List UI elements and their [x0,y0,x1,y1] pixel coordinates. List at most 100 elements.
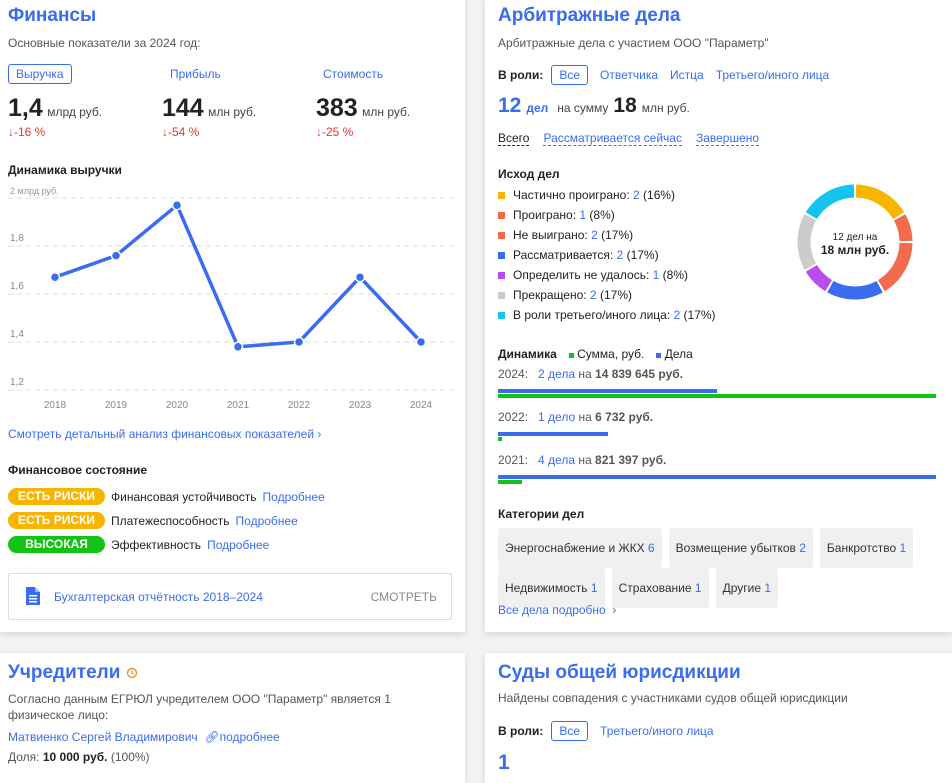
outcome-count[interactable]: 2 [589,288,597,302]
role-all[interactable]: Все [551,65,589,85]
data-point-2024[interactable] [415,336,427,348]
tab-revenue[interactable]: Выручка [8,64,72,84]
donut-segment[interactable] [797,214,817,270]
report-label[interactable]: Бухгалтерская отчётность 2018–2024 [54,590,263,604]
outcome-title: Исход дел [498,167,560,181]
outcome-label: Рассматривается: [513,248,614,262]
data-point-2022[interactable] [293,336,305,348]
dynamics-sum: 6 732 руб. [595,410,654,424]
outcome-legend: Частично проиграно: 2 (16%) Проиграно: 1 … [498,185,716,325]
outcome-count[interactable]: 1 [652,268,660,282]
dynamics-row: 2021: 4 дела на 821 397 руб. [498,453,936,493]
category-count: 1 [694,581,702,595]
category-chip[interactable]: Энергоснабжение и ЖКХ 6 [498,528,662,568]
outcome-text: Определить не удалось: 1 (8%) [513,268,688,282]
category-chip[interactable]: Возмещение убытков 2 [668,528,813,568]
dynamics-cases-link[interactable]: 4 дела [538,453,576,467]
sum-bar [498,480,523,484]
outcome-label: Не выиграно: [513,228,588,242]
outcome-label: Проиграно: [513,208,577,222]
category-label: Банкротство [826,541,897,555]
data-point-2021[interactable] [232,341,244,353]
donut-segment[interactable] [827,280,883,300]
category-chip[interactable]: Недвижимость 1 [498,568,605,608]
outcome-count[interactable]: 2 [633,188,640,202]
finance-subtitle: Основные показатели за 2024 год: [8,36,201,50]
outcome-count[interactable]: 2 [673,308,681,322]
outcome-pct: (8%) [662,268,689,282]
courts-count: 1 [498,751,510,774]
history-clock-icon[interactable] [126,667,138,679]
filter-pending[interactable]: Рассматривается сейчас [543,131,682,146]
sum-value: 18 [613,94,637,117]
y-tick-label: 1,4 [10,329,24,340]
donut-segment[interactable] [893,214,913,242]
detail-analysis-link[interactable]: Смотреть детальный анализ финансовых пок… [8,427,321,441]
role-plaintiff[interactable]: Истца [670,68,704,82]
metric-unit: млн руб. [362,105,411,119]
filter-all[interactable]: Всего [498,131,530,146]
outcome-pct: (17%) [601,228,634,242]
cases-unit: дел [526,101,549,115]
data-point-2019[interactable] [110,250,122,261]
role-defendant[interactable]: Ответчика [600,68,659,82]
high-badge: ВЫСОКАЯ [8,536,105,553]
sum-bar [498,394,936,398]
outcome-pct: (17%) [626,248,659,262]
dynamics-row: 2022: 1 дело на 6 732 руб. [498,410,936,450]
legend-sum-label: Сумма, руб. [577,347,645,361]
dynamics-sum: 14 839 645 руб. [595,367,683,381]
data-point-2023[interactable] [354,271,366,283]
state-more-link[interactable]: Подробнее [207,537,270,552]
outcome-text: Частично проиграно: 2 (16%) [513,188,675,202]
outcome-label: Прекращено: [513,288,587,302]
donut-segment[interactable] [877,242,913,292]
tab-value[interactable]: Стоимость [323,67,384,81]
category-label: Страхование [618,581,692,595]
data-point-2018[interactable] [49,271,61,283]
chevron-right-icon: › [317,427,322,441]
arbitration-card: Арбитражные дела Арбитражные дела с учас… [485,0,952,632]
outcome-label: Определить не удалось: [513,268,650,282]
all-cases-link[interactable]: Все дела подробно › [498,603,616,617]
outcome-count[interactable]: 2 [616,248,624,262]
founder-row: Матвиенко Сергей Владимирович 🔗︎подробне… [8,730,280,744]
donut-segment[interactable] [805,184,855,220]
role-third-party[interactable]: Третьего/иного лица [715,68,830,82]
outcome-count[interactable]: 2 [591,228,598,242]
state-row: ЕСТЬ РИСКИ Финансовая устойчивость Подробн… [8,488,325,505]
cases-bar [498,432,608,436]
accounting-report-button[interactable]: Бухгалтерская отчётность 2018–2024 СМОТР… [8,573,452,620]
outcome-count[interactable]: 1 [579,208,587,222]
tab-profit[interactable]: Прибыль [170,67,221,81]
state-more-link[interactable]: Подробнее [235,513,298,528]
dynamics-year: 2022: [498,410,529,424]
outcome-item: Проиграно: 1 (8%) [498,205,716,225]
category-chip[interactable]: Страхование 1 [611,568,709,608]
dynamics-cases-link[interactable]: 1 дело [538,410,576,424]
filter-finished[interactable]: Завершено [695,131,760,146]
outcome-pct: (16%) [643,188,676,202]
donut-segment[interactable] [855,184,905,220]
risk-badge: ЕСТЬ РИСКИ [8,488,105,505]
founder-more-link[interactable]: подробнее [219,730,280,744]
metric-value: 144 [162,94,204,122]
donut-segment[interactable] [805,264,833,292]
detail-analysis-text[interactable]: Смотреть детальный анализ финансовых пок… [8,427,315,441]
share-value: 10 000 руб. [42,750,108,764]
all-cases-text[interactable]: Все дела подробно [498,603,606,617]
outcome-text: В роли третьего/иного лица: 2 (17%) [513,308,716,322]
founder-name-link[interactable]: Матвиенко Сергей Владимирович [8,730,198,744]
category-chip[interactable]: Другие 1 [715,568,779,608]
dynamics-cases-link[interactable]: 2 дела [538,367,576,381]
metric-value: 1,4 [8,94,43,122]
role-all[interactable]: Все [551,721,589,741]
outcome-text: Не выиграно: 2 (17%) [513,228,633,242]
role-third-party[interactable]: Третьего/иного лица [600,724,714,738]
founders-card: Учредители Согласно данным ЕГРЮЛ учредит… [0,653,465,783]
state-more-link[interactable]: Подробнее [262,489,325,504]
view-button[interactable]: СМОТРЕТЬ [370,590,437,604]
category-chip[interactable]: Банкротство 1 [819,528,914,568]
data-point-2020[interactable] [171,199,183,211]
dynamics-na: на [578,410,592,424]
